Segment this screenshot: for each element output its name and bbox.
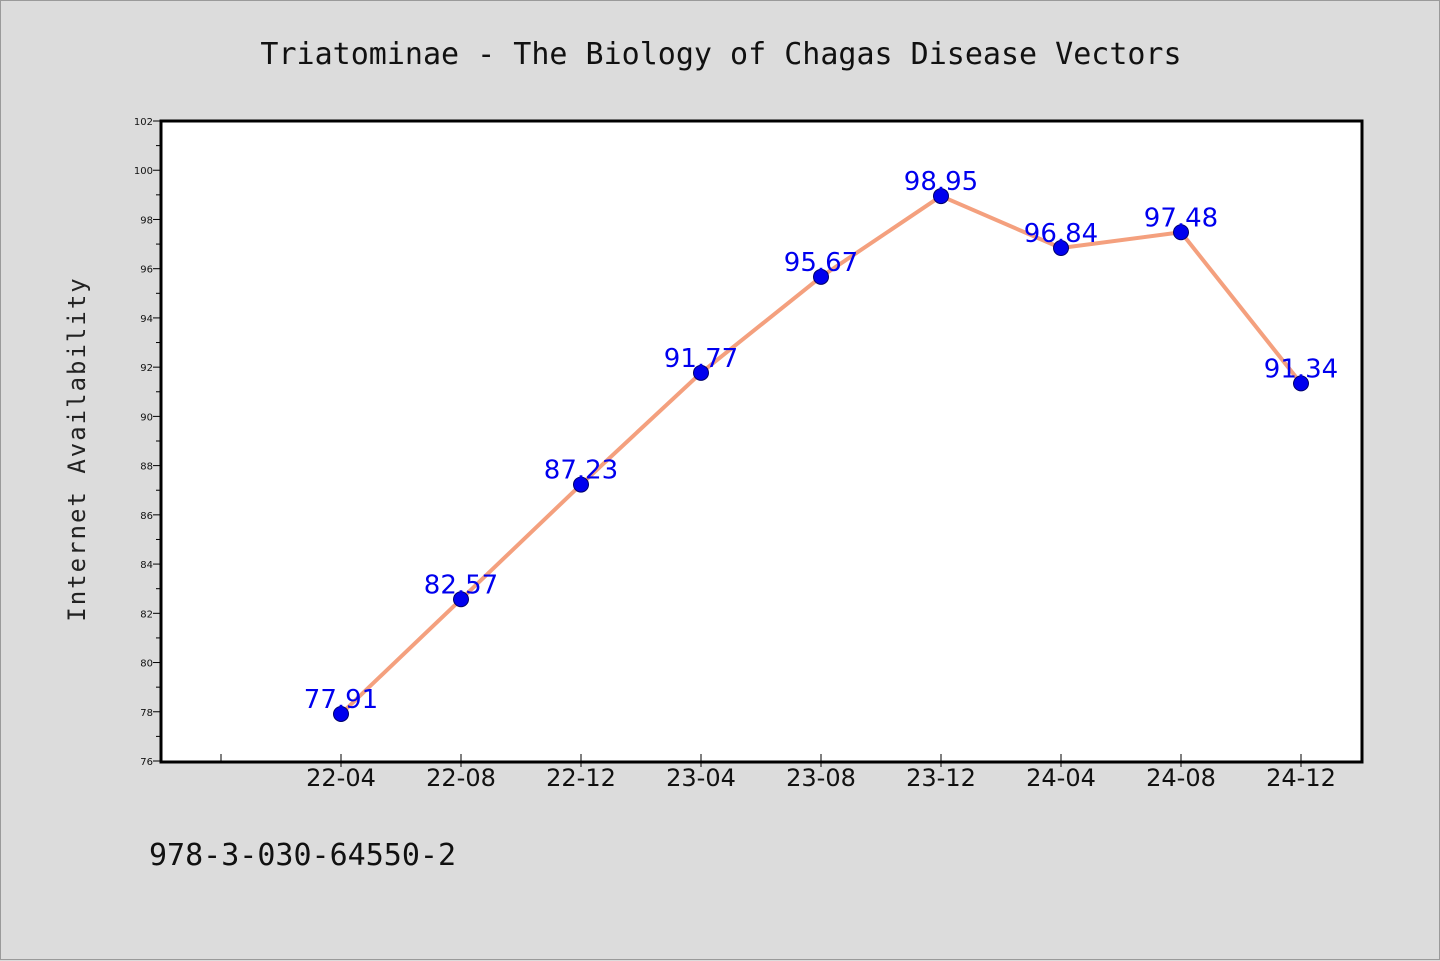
plot-area (159, 119, 1364, 764)
y-axis-label: Internet Availability (63, 276, 91, 621)
data-point (813, 268, 829, 285)
chart-title: Triatominae - The Biology of Chagas Dise… (260, 37, 1181, 72)
x-tick-label: 24-08 (1146, 764, 1216, 792)
data-point (693, 364, 709, 381)
x-tick-label: 23-08 (786, 764, 856, 792)
y-tick-label: 84 (140, 560, 153, 571)
data-point (1053, 240, 1069, 257)
data-label: 98.95 (904, 167, 978, 197)
data-label: 96.84 (1024, 219, 1098, 249)
y-tick-label: 96 (140, 265, 153, 276)
data-point (933, 188, 949, 205)
series-points-group (333, 188, 1309, 722)
data-point (1293, 375, 1309, 392)
data-label: 82.57 (424, 570, 498, 600)
y-tick-label: 92 (140, 363, 153, 374)
data-point (573, 476, 589, 493)
x-tick-label: 22-08 (426, 764, 496, 792)
data-point (1173, 224, 1189, 241)
data-point (333, 705, 349, 722)
x-tick-label: 24-04 (1026, 764, 1096, 792)
y-tick-label: 94 (140, 314, 153, 325)
y-tick-label: 98 (140, 215, 153, 226)
y-axis-ticks: 76 78 80 82 84 86 88 90 92 94 96 98 100 102 (134, 117, 161, 768)
isbn-footer: 978-3-030-64550-2 (149, 838, 456, 873)
x-tick-label: 23-12 (906, 764, 976, 792)
data-label: 95.67 (784, 248, 858, 278)
data-label: 91.34 (1264, 354, 1338, 384)
y-tick-label: 76 (140, 757, 153, 768)
data-point (453, 591, 469, 608)
y-tick-label: 82 (140, 609, 153, 620)
y-tick-label: 88 (140, 462, 153, 473)
y-tick-label: 78 (140, 708, 153, 719)
data-label: 87.23 (544, 456, 618, 486)
y-tick-label: 90 (140, 412, 153, 423)
data-label: 91.77 (664, 344, 738, 374)
x-axis-ticks: 22-04 22-08 22-12 23-04 23-08 23-12 24-04 24-08… (220, 754, 1336, 792)
data-label: 97.48 (1144, 203, 1218, 233)
y-tick-label: 80 (140, 659, 153, 670)
y-tick-label: 102 (134, 117, 153, 128)
data-label: 77.91 (304, 685, 378, 715)
x-tick-label: 22-04 (306, 764, 376, 792)
x-tick-label: 22-12 (546, 764, 616, 792)
x-tick-label: 24-12 (1266, 764, 1336, 792)
data-labels-group: 77.91 82.57 87.23 91.77 95.67 98.95 96.84 97.48… (304, 167, 1338, 715)
x-tick-label: 23-04 (666, 764, 736, 792)
y-tick-label: 86 (140, 511, 153, 522)
y-tick-label: 100 (134, 166, 153, 177)
